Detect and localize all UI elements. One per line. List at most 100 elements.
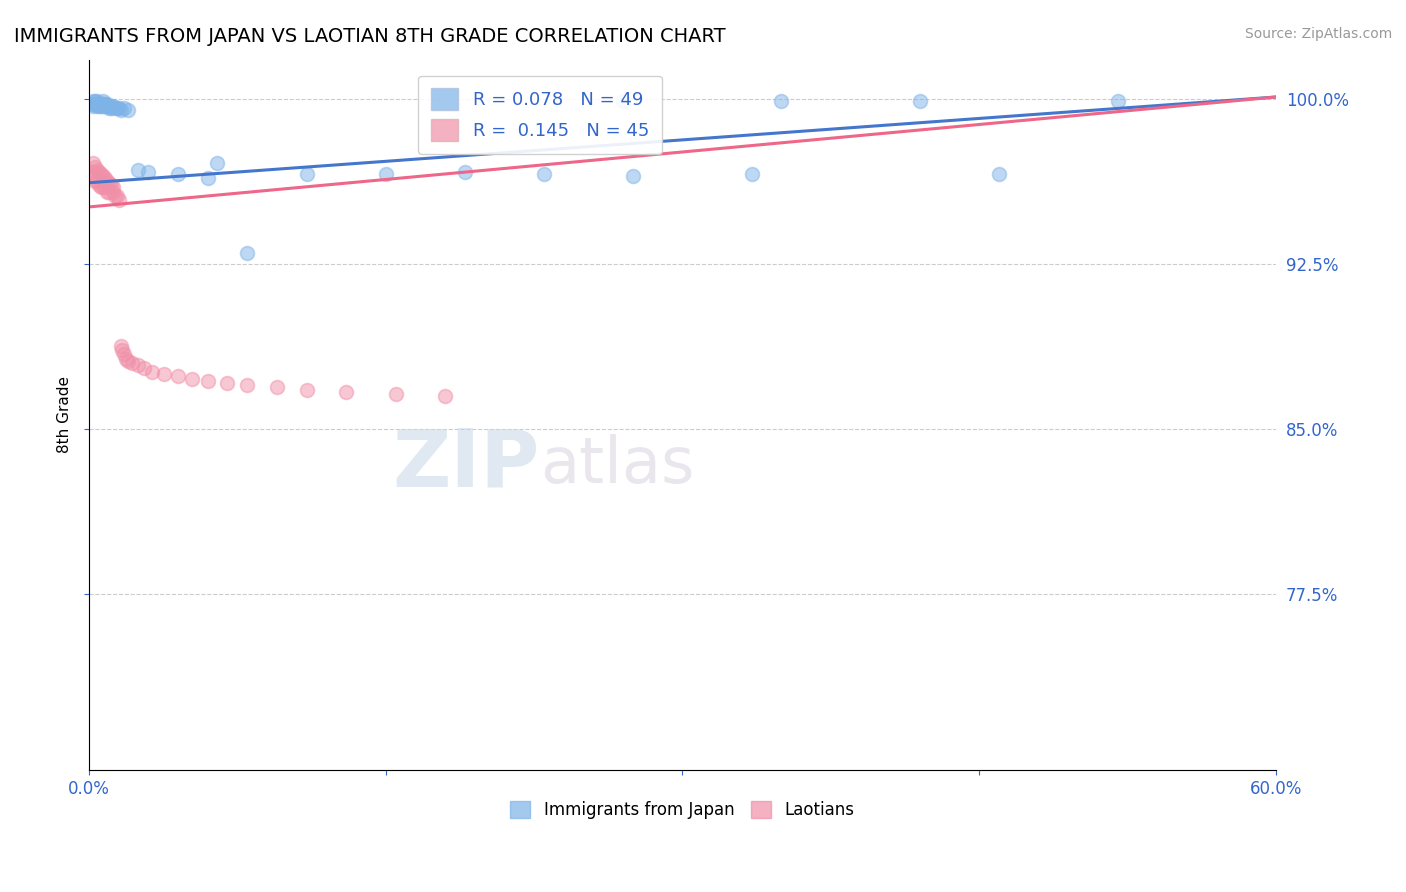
Point <box>90 99 112 113</box>
Point <box>97 99 120 113</box>
Point <box>384 387 406 401</box>
Point <box>374 167 396 181</box>
Point <box>97 101 120 115</box>
Point <box>82 95 104 109</box>
Point <box>236 378 259 392</box>
Point <box>82 99 104 113</box>
Point <box>86 162 108 177</box>
Point <box>217 376 239 390</box>
Point <box>87 96 110 111</box>
Point <box>105 101 128 115</box>
Point <box>295 167 318 181</box>
Point <box>1107 95 1129 109</box>
Point <box>207 156 229 170</box>
Point <box>107 101 129 115</box>
Point <box>100 178 122 192</box>
Point <box>111 343 134 357</box>
Point <box>86 96 108 111</box>
Point <box>741 167 763 181</box>
Point <box>91 96 114 111</box>
Point <box>101 180 124 194</box>
Point <box>434 389 457 403</box>
Point <box>136 165 159 179</box>
Point <box>93 99 115 113</box>
Point <box>97 176 120 190</box>
Point <box>115 351 138 366</box>
Point <box>103 189 125 203</box>
Point <box>93 96 115 111</box>
Text: ZIP: ZIP <box>392 425 540 503</box>
Point <box>96 96 118 111</box>
Point <box>86 99 108 113</box>
Point <box>121 356 143 370</box>
Point <box>107 194 129 208</box>
Point <box>83 96 105 111</box>
Point <box>82 156 104 170</box>
Point <box>236 246 259 260</box>
Point <box>87 178 110 192</box>
Point <box>612 95 634 109</box>
Point <box>96 99 118 113</box>
Point <box>93 171 115 186</box>
Point <box>83 173 105 187</box>
Point <box>908 95 931 109</box>
Point <box>110 338 132 352</box>
Point <box>82 169 104 183</box>
Point <box>127 359 149 373</box>
Point <box>96 173 118 187</box>
Point <box>80 165 103 179</box>
Point <box>117 354 139 368</box>
Point <box>114 101 136 115</box>
Point <box>167 167 190 181</box>
Point <box>167 369 190 384</box>
Point <box>83 161 105 175</box>
Point <box>533 167 555 181</box>
Point <box>87 165 110 179</box>
Point <box>180 371 202 385</box>
Point <box>93 180 115 194</box>
Point <box>295 383 318 397</box>
Point <box>103 101 125 115</box>
Text: IMMIGRANTS FROM JAPAN VS LAOTIAN 8TH GRADE CORRELATION CHART: IMMIGRANTS FROM JAPAN VS LAOTIAN 8TH GRA… <box>14 27 725 45</box>
Point <box>770 95 793 109</box>
Point <box>87 99 110 113</box>
Point <box>91 99 114 113</box>
Point <box>117 103 139 118</box>
Point <box>110 103 132 118</box>
Point <box>100 99 122 113</box>
Point <box>335 384 357 399</box>
Point <box>86 95 108 109</box>
Point <box>90 96 112 111</box>
Point <box>93 96 115 111</box>
Point <box>141 365 163 379</box>
Point <box>86 173 108 187</box>
Point <box>91 95 114 109</box>
Text: atlas: atlas <box>540 434 695 496</box>
Point <box>266 380 288 394</box>
Legend: Immigrants from Japan, Laotians: Immigrants from Japan, Laotians <box>503 794 860 826</box>
Point <box>91 169 114 183</box>
Point <box>91 180 114 194</box>
Point <box>96 185 118 199</box>
Text: Source: ZipAtlas.com: Source: ZipAtlas.com <box>1244 27 1392 41</box>
Point <box>101 185 124 199</box>
Y-axis label: 8th Grade: 8th Grade <box>58 376 72 453</box>
Point <box>197 374 219 388</box>
Point <box>90 180 112 194</box>
Point <box>197 171 219 186</box>
Point <box>97 185 120 199</box>
Point <box>988 167 1011 181</box>
Point <box>83 95 105 109</box>
Point <box>105 189 128 203</box>
Point <box>134 360 156 375</box>
Point <box>90 167 112 181</box>
Point <box>621 169 644 183</box>
Point <box>127 162 149 177</box>
Point <box>454 165 477 179</box>
Point <box>101 99 124 113</box>
Point <box>114 347 136 361</box>
Point <box>83 96 105 111</box>
Point <box>80 96 103 111</box>
Point <box>100 101 122 115</box>
Point <box>153 367 176 381</box>
